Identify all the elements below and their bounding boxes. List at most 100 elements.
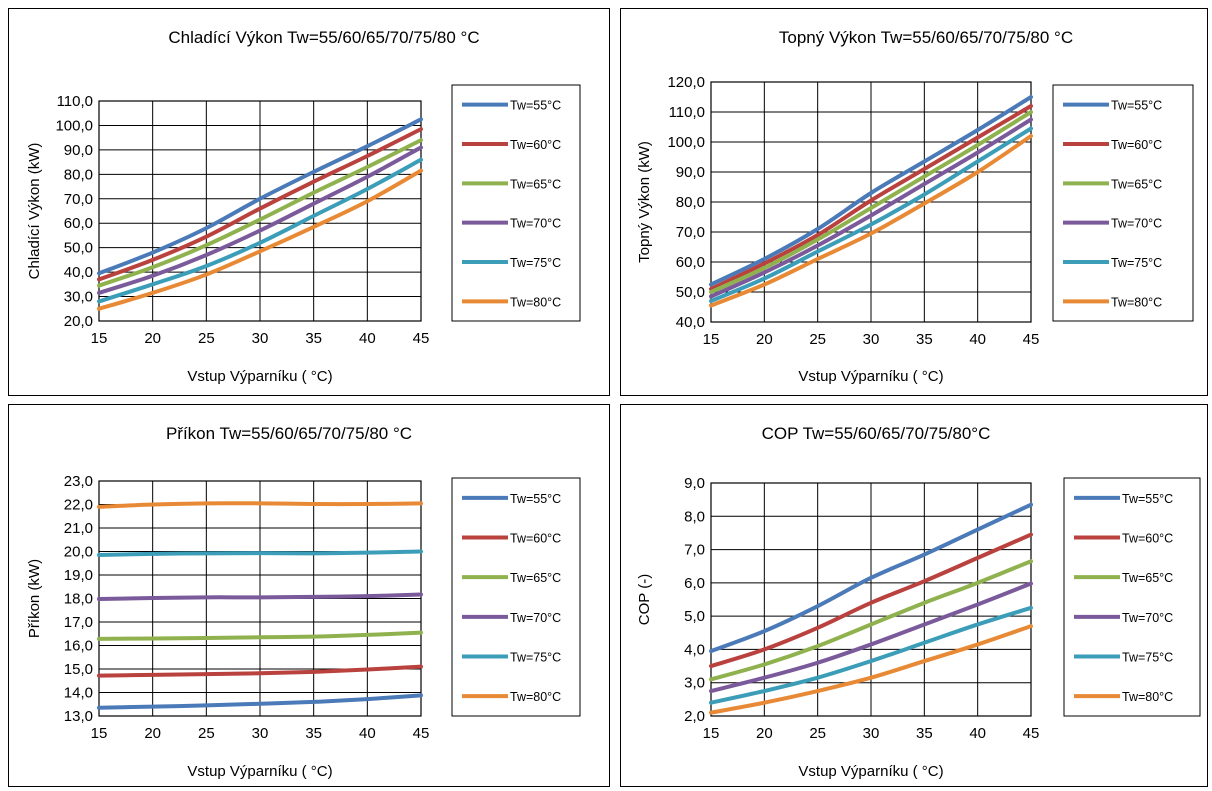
x-tick-label: 35 bbox=[305, 725, 322, 742]
y-tick-label: 17,0 bbox=[64, 614, 93, 631]
series-line-1 bbox=[709, 95, 1033, 287]
legend-label: Tw=70°C bbox=[510, 611, 561, 625]
series-line-1 bbox=[97, 117, 423, 276]
x-tick-label: 30 bbox=[863, 331, 880, 348]
chart-title: Topný Výkon Tw=55/60/65/70/75/80 °C bbox=[779, 28, 1073, 47]
chart-title: COP Tw=55/60/65/70/75/80°C bbox=[762, 424, 991, 443]
legend-label: Tw=65°C bbox=[510, 571, 561, 585]
y-tick-label: 15,0 bbox=[64, 661, 93, 678]
chart-panel-cooling: Chladící Výkon Tw=55/60/65/70/75/80 °C 20… bbox=[8, 8, 610, 396]
legend-label: Tw=75°C bbox=[510, 256, 561, 270]
y-tick-label: 80,0 bbox=[676, 194, 705, 211]
legend-label: Tw=55°C bbox=[510, 492, 561, 506]
x-tick-label: 15 bbox=[703, 331, 720, 348]
y-axis-label: COP (-) bbox=[636, 574, 653, 625]
chart-panel-power-input: Příkon Tw=55/60/65/70/75/80 °C 13,0 14,0 15… bbox=[8, 404, 610, 787]
y-tick-label: 18,0 bbox=[64, 591, 93, 608]
legend-label: Tw=70°C bbox=[510, 217, 561, 231]
chart-title: Chladící Výkon Tw=55/60/65/70/75/80 °C bbox=[168, 28, 479, 47]
y-tick-label: 30,0 bbox=[64, 289, 93, 306]
legend-box bbox=[1052, 84, 1194, 322]
y-tick-label: 22,0 bbox=[64, 497, 93, 514]
x-tick-label: 15 bbox=[91, 725, 108, 742]
series-line-2 bbox=[709, 532, 1033, 669]
x-tick-label: 20 bbox=[144, 330, 161, 347]
legend-label: Tw=55°C bbox=[1122, 492, 1173, 506]
y-axis-label: Příkon (kW) bbox=[26, 559, 43, 638]
y-tick-label: 7,0 bbox=[684, 542, 705, 559]
chart-panel-cop: COP Tw=55/60/65/70/75/80°C 2,0 3,0 4,0 5,0 6,… bbox=[620, 404, 1208, 787]
series-group bbox=[97, 117, 423, 311]
series-line-4 bbox=[709, 117, 1033, 299]
legend-label: Tw=80°C bbox=[510, 295, 561, 309]
series-line-1 bbox=[709, 502, 1033, 654]
legend-label: Tw=70°C bbox=[1122, 611, 1173, 625]
series-line-3 bbox=[97, 138, 423, 288]
y-tick-label: 6,0 bbox=[684, 575, 705, 592]
y-tick-label: 110,0 bbox=[57, 93, 93, 110]
series-line-4 bbox=[97, 145, 423, 295]
legend-box bbox=[1063, 477, 1201, 717]
x-tick-label: 15 bbox=[703, 725, 720, 742]
x-tick-label: 25 bbox=[198, 725, 215, 742]
legend-label: Tw=60°C bbox=[1122, 532, 1173, 546]
y-tick-label: 14,0 bbox=[64, 685, 93, 702]
x-tick-label: 15 bbox=[91, 330, 108, 347]
y-tick-label: 120,0 bbox=[667, 74, 705, 91]
series-line-2 bbox=[97, 127, 423, 282]
series-line-6 bbox=[97, 168, 423, 311]
series-group bbox=[709, 95, 1033, 308]
y-tick-label: 50,0 bbox=[676, 284, 705, 301]
y-tick-label: 5,0 bbox=[684, 608, 705, 625]
series-group bbox=[97, 501, 423, 710]
series-line-6 bbox=[709, 134, 1033, 308]
x-tick-label: 40 bbox=[359, 725, 376, 742]
y-tick-label: 50,0 bbox=[64, 240, 93, 257]
x-tick-label: 25 bbox=[198, 330, 215, 347]
series-group bbox=[709, 502, 1033, 715]
plot-border bbox=[710, 482, 1032, 717]
legend-label: Tw=65°C bbox=[1111, 177, 1162, 191]
x-tick-label: 20 bbox=[756, 725, 773, 742]
x-tick-label: 40 bbox=[359, 330, 376, 347]
y-tick-label: 60,0 bbox=[676, 254, 705, 271]
series-line-3 bbox=[709, 559, 1033, 682]
y-axis-label: Chladící Výkon (kW) bbox=[26, 143, 43, 280]
y-tick-label: 90,0 bbox=[676, 164, 705, 181]
y-tick-label: 90,0 bbox=[64, 142, 93, 159]
y-tick-label: 60,0 bbox=[64, 215, 93, 232]
y-tick-label: 3,0 bbox=[684, 675, 705, 692]
series-line-5 bbox=[709, 605, 1033, 705]
x-tick-label: 25 bbox=[809, 331, 826, 348]
y-tick-label: 70,0 bbox=[676, 224, 705, 241]
cop-chart: COP Tw=55/60/65/70/75/80°C 2,0 3,0 4,0 5,0 6,… bbox=[636, 424, 1201, 780]
x-tick-label: 45 bbox=[1023, 331, 1040, 348]
x-tick-label: 30 bbox=[252, 725, 269, 742]
cooling-capacity-chart: Chladící Výkon Tw=55/60/65/70/75/80 °C 20… bbox=[26, 28, 581, 385]
y-tick-label: 20,0 bbox=[64, 544, 93, 561]
series-line-4 bbox=[97, 592, 423, 601]
x-tick-label: 40 bbox=[969, 331, 986, 348]
series-line-1 bbox=[97, 693, 423, 710]
plot-border bbox=[710, 81, 1032, 323]
x-tick-label: 25 bbox=[809, 725, 826, 742]
x-tick-label: 45 bbox=[413, 725, 430, 742]
series-line-2 bbox=[97, 664, 423, 678]
x-tick-label: 30 bbox=[863, 725, 880, 742]
x-tick-label: 20 bbox=[144, 725, 161, 742]
x-tick-label: 45 bbox=[1023, 725, 1040, 742]
y-tick-label: 8,0 bbox=[684, 508, 705, 525]
legend-label: Tw=80°C bbox=[1122, 690, 1173, 704]
y-tick-label: 100,0 bbox=[55, 117, 93, 134]
y-tick-label: 20,0 bbox=[64, 313, 93, 330]
legend-label: Tw=75°C bbox=[1111, 256, 1162, 270]
legend-label: Tw=60°C bbox=[510, 138, 561, 152]
series-line-6 bbox=[97, 501, 423, 509]
legend-label: Tw=65°C bbox=[510, 177, 561, 191]
power-input-chart: Příkon Tw=55/60/65/70/75/80 °C 13,0 14,0 15… bbox=[26, 424, 581, 780]
y-tick-label: 40,0 bbox=[676, 314, 705, 331]
legend-label: Tw=75°C bbox=[510, 651, 561, 665]
legend-box bbox=[451, 84, 581, 322]
legend-label: Tw=80°C bbox=[1111, 295, 1162, 309]
series-line-2 bbox=[709, 104, 1033, 291]
